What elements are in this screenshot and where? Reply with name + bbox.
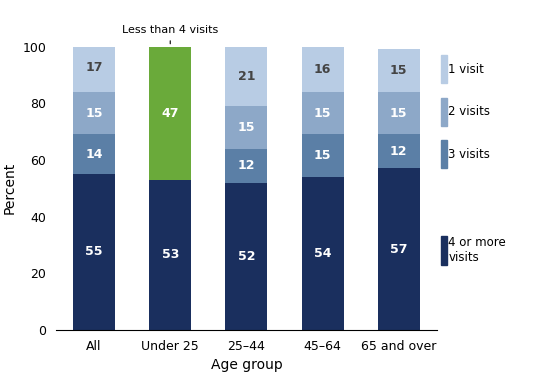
Bar xyxy=(150,47,191,180)
Text: 53: 53 xyxy=(161,248,179,261)
FancyBboxPatch shape xyxy=(441,55,447,83)
Bar xyxy=(226,149,267,182)
Bar xyxy=(150,180,191,330)
Bar xyxy=(378,134,419,168)
FancyBboxPatch shape xyxy=(441,236,447,265)
Bar xyxy=(73,174,115,330)
Text: 21: 21 xyxy=(237,70,255,83)
Text: 54: 54 xyxy=(314,247,332,260)
Text: Less than 4 visits: Less than 4 visits xyxy=(122,25,218,44)
Text: 14: 14 xyxy=(85,148,103,161)
Text: 15: 15 xyxy=(237,121,255,134)
FancyBboxPatch shape xyxy=(441,97,447,126)
Text: 15: 15 xyxy=(85,107,103,120)
FancyBboxPatch shape xyxy=(441,140,447,168)
Text: 2 visits: 2 visits xyxy=(448,105,490,118)
Bar xyxy=(302,134,343,177)
Text: 52: 52 xyxy=(237,249,255,263)
Text: 15: 15 xyxy=(314,149,332,162)
Text: 4 or more
visits: 4 or more visits xyxy=(448,237,506,265)
Text: 47: 47 xyxy=(161,107,179,120)
Text: 12: 12 xyxy=(237,159,255,172)
Bar xyxy=(302,92,343,134)
Bar xyxy=(226,106,267,149)
Bar xyxy=(378,92,419,134)
Text: 1 visit: 1 visit xyxy=(448,63,484,76)
Bar xyxy=(226,47,267,106)
Text: 55: 55 xyxy=(85,245,103,258)
Text: 57: 57 xyxy=(390,242,408,256)
Bar xyxy=(226,182,267,330)
Bar xyxy=(73,134,115,174)
Text: 3 visits: 3 visits xyxy=(448,148,490,161)
Text: 17: 17 xyxy=(85,61,103,74)
Y-axis label: Percent: Percent xyxy=(3,162,17,214)
Bar xyxy=(302,47,343,92)
Bar xyxy=(378,49,419,92)
Bar xyxy=(73,92,115,134)
X-axis label: Age group: Age group xyxy=(211,358,282,372)
Bar xyxy=(302,177,343,330)
Text: 15: 15 xyxy=(390,107,408,120)
Text: 16: 16 xyxy=(314,63,332,76)
Text: 12: 12 xyxy=(390,145,408,158)
Bar xyxy=(73,44,115,92)
Text: 15: 15 xyxy=(390,64,408,77)
Bar xyxy=(378,168,419,330)
Text: 15: 15 xyxy=(314,107,332,120)
